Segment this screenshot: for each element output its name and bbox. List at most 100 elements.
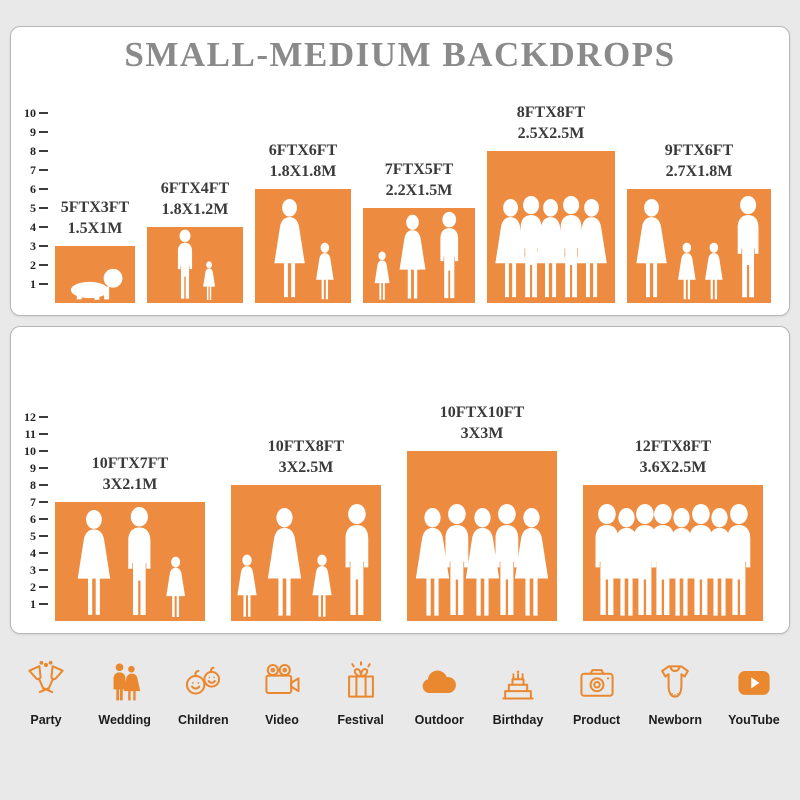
ruler-number: 8 xyxy=(30,477,36,492)
people-silhouettes xyxy=(231,503,381,619)
ruler-number: 6 xyxy=(30,511,36,526)
ruler-dash xyxy=(39,552,48,554)
ruler-dash xyxy=(39,603,48,605)
size-label: 12FTX8FT 3.6X2.5M xyxy=(634,438,712,477)
category-festival: Festival xyxy=(323,660,399,727)
category-label: Festival xyxy=(337,713,384,727)
category-newborn: Newborn xyxy=(637,660,713,727)
man-silhouette xyxy=(128,507,151,616)
category-birthday: Birthday xyxy=(480,660,556,727)
girl-silhouette xyxy=(316,242,334,299)
man-silhouette xyxy=(495,504,519,615)
ruler-number: 8 xyxy=(30,143,36,158)
category-product: Product xyxy=(559,660,635,727)
ruler-number: 7 xyxy=(30,162,36,177)
children-icon xyxy=(181,660,225,704)
people-silhouettes xyxy=(583,503,763,619)
backdrop-option-12ftx8ft: 12FTX8FT 3.6X2.5M xyxy=(583,437,763,621)
category-label: YouTube xyxy=(728,713,780,727)
backdrop-option-5ftx3ft: 5FTX3FT 1.5X1M xyxy=(55,198,135,303)
ruler-number: 10 xyxy=(24,443,36,458)
party-icon xyxy=(24,660,68,704)
backdrop-swatch xyxy=(363,208,475,303)
ruler-dash xyxy=(39,112,48,114)
woman-silhouette xyxy=(274,199,305,298)
ruler-tick-5: 5 xyxy=(19,201,48,215)
category-label: Party xyxy=(30,713,62,727)
ruler-tick-3: 3 xyxy=(19,239,48,253)
ruler-number: 11 xyxy=(24,426,36,441)
man-silhouette xyxy=(595,504,619,615)
size-label: 10FTX8FT 3X2.5M xyxy=(267,438,345,477)
ruler-dash xyxy=(39,467,48,469)
category-party: Party xyxy=(8,660,84,727)
ruler-dash xyxy=(39,188,48,190)
ruler-dash xyxy=(39,150,48,152)
woman-silhouette xyxy=(267,507,301,616)
people-silhouettes xyxy=(55,506,205,619)
ruler-dash xyxy=(39,569,48,571)
backdrop-swatch xyxy=(407,451,557,621)
ruler-number: 10 xyxy=(24,105,36,120)
woman-silhouette xyxy=(535,199,567,298)
ruler-dash xyxy=(39,535,48,537)
backdrop-swatch xyxy=(583,485,763,621)
man-silhouette xyxy=(651,504,675,615)
woman-silhouette xyxy=(399,214,426,298)
girl-silhouette xyxy=(311,554,332,617)
backdrop-swatch xyxy=(487,151,615,303)
woman-silhouette xyxy=(465,507,499,616)
ruler-tick-8: 8 xyxy=(19,477,48,492)
people-silhouettes xyxy=(55,266,135,301)
man-silhouette xyxy=(689,504,713,615)
people-silhouettes xyxy=(363,211,475,301)
ruler-dash xyxy=(39,518,48,520)
man-silhouette xyxy=(727,504,751,615)
people-silhouettes xyxy=(407,503,557,619)
ruler-number: 6 xyxy=(30,181,36,196)
chart-large: 1 2 3 4 5 6 7 8 9 10 11 12 10FTX7FT 3X2.1M 10FTX8FT 3X… xyxy=(19,367,777,621)
ruler-number: 3 xyxy=(30,562,36,577)
man-silhouette xyxy=(633,504,657,615)
backdrop-swatch xyxy=(231,485,381,621)
ruler-tick-6: 6 xyxy=(19,511,48,526)
woman-silhouette xyxy=(495,199,526,298)
size-label: 6FTX6FT 1.8X1.8M xyxy=(268,142,338,181)
ruler-dash xyxy=(39,501,48,503)
backdrop-swatch xyxy=(627,189,771,303)
backdrop-option-10ftx8ft: 10FTX8FT 3X2.5M xyxy=(231,437,381,621)
ruler-dash xyxy=(39,226,48,228)
category-children: Children xyxy=(165,660,241,727)
backdrop-option-9ftx6ft: 9FTX6FT 2.7X1.8M xyxy=(627,141,771,303)
ruler-dash xyxy=(39,416,48,418)
category-label: Birthday xyxy=(492,713,544,727)
ruler-number: 1 xyxy=(30,596,36,611)
birthday-icon xyxy=(496,660,540,704)
man-silhouette xyxy=(178,229,193,299)
ruler-tick-3: 3 xyxy=(19,562,48,577)
ruler-tick-12: 12 xyxy=(19,410,48,424)
bars-top: 5FTX3FT 1.5X1M 6FTX4FT 1.8X1.2M 6FTX6FT 1.8X1… xyxy=(55,103,777,303)
man-silhouette xyxy=(520,195,542,298)
man-silhouette xyxy=(345,504,369,615)
ruler-dash xyxy=(39,450,48,452)
category-label: Children xyxy=(177,713,229,727)
people-silhouettes xyxy=(627,195,771,301)
ruler-number: 4 xyxy=(30,545,36,560)
woman-silhouette xyxy=(636,199,667,298)
size-label: 10FTX7FT 3X2.1M xyxy=(91,455,169,494)
man-silhouette xyxy=(445,504,469,615)
man-silhouette xyxy=(737,195,759,298)
girl-silhouette xyxy=(678,242,696,299)
backdrop-swatch xyxy=(55,502,205,621)
ruler-dash xyxy=(39,245,48,247)
people-silhouettes xyxy=(147,229,243,301)
girl-silhouette xyxy=(374,250,390,300)
backdrop-option-10ftx7ft: 10FTX7FT 3X2.1M xyxy=(55,454,205,621)
ruler-dash xyxy=(39,207,48,209)
ruler-tick-1: 1 xyxy=(19,596,48,611)
category-label: Wedding xyxy=(98,713,151,727)
size-label: 6FTX4FT 1.8X1.2M xyxy=(160,180,230,219)
ruler-tick-9: 9 xyxy=(19,125,48,139)
